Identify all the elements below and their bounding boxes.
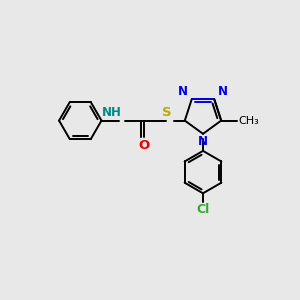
Text: N: N: [218, 85, 228, 98]
Text: O: O: [138, 139, 149, 152]
Text: CH₃: CH₃: [239, 116, 260, 126]
Text: Cl: Cl: [196, 203, 210, 216]
Text: N: N: [197, 135, 207, 148]
Text: S: S: [162, 106, 172, 119]
Text: N: N: [178, 85, 188, 98]
Text: NH: NH: [102, 106, 122, 119]
